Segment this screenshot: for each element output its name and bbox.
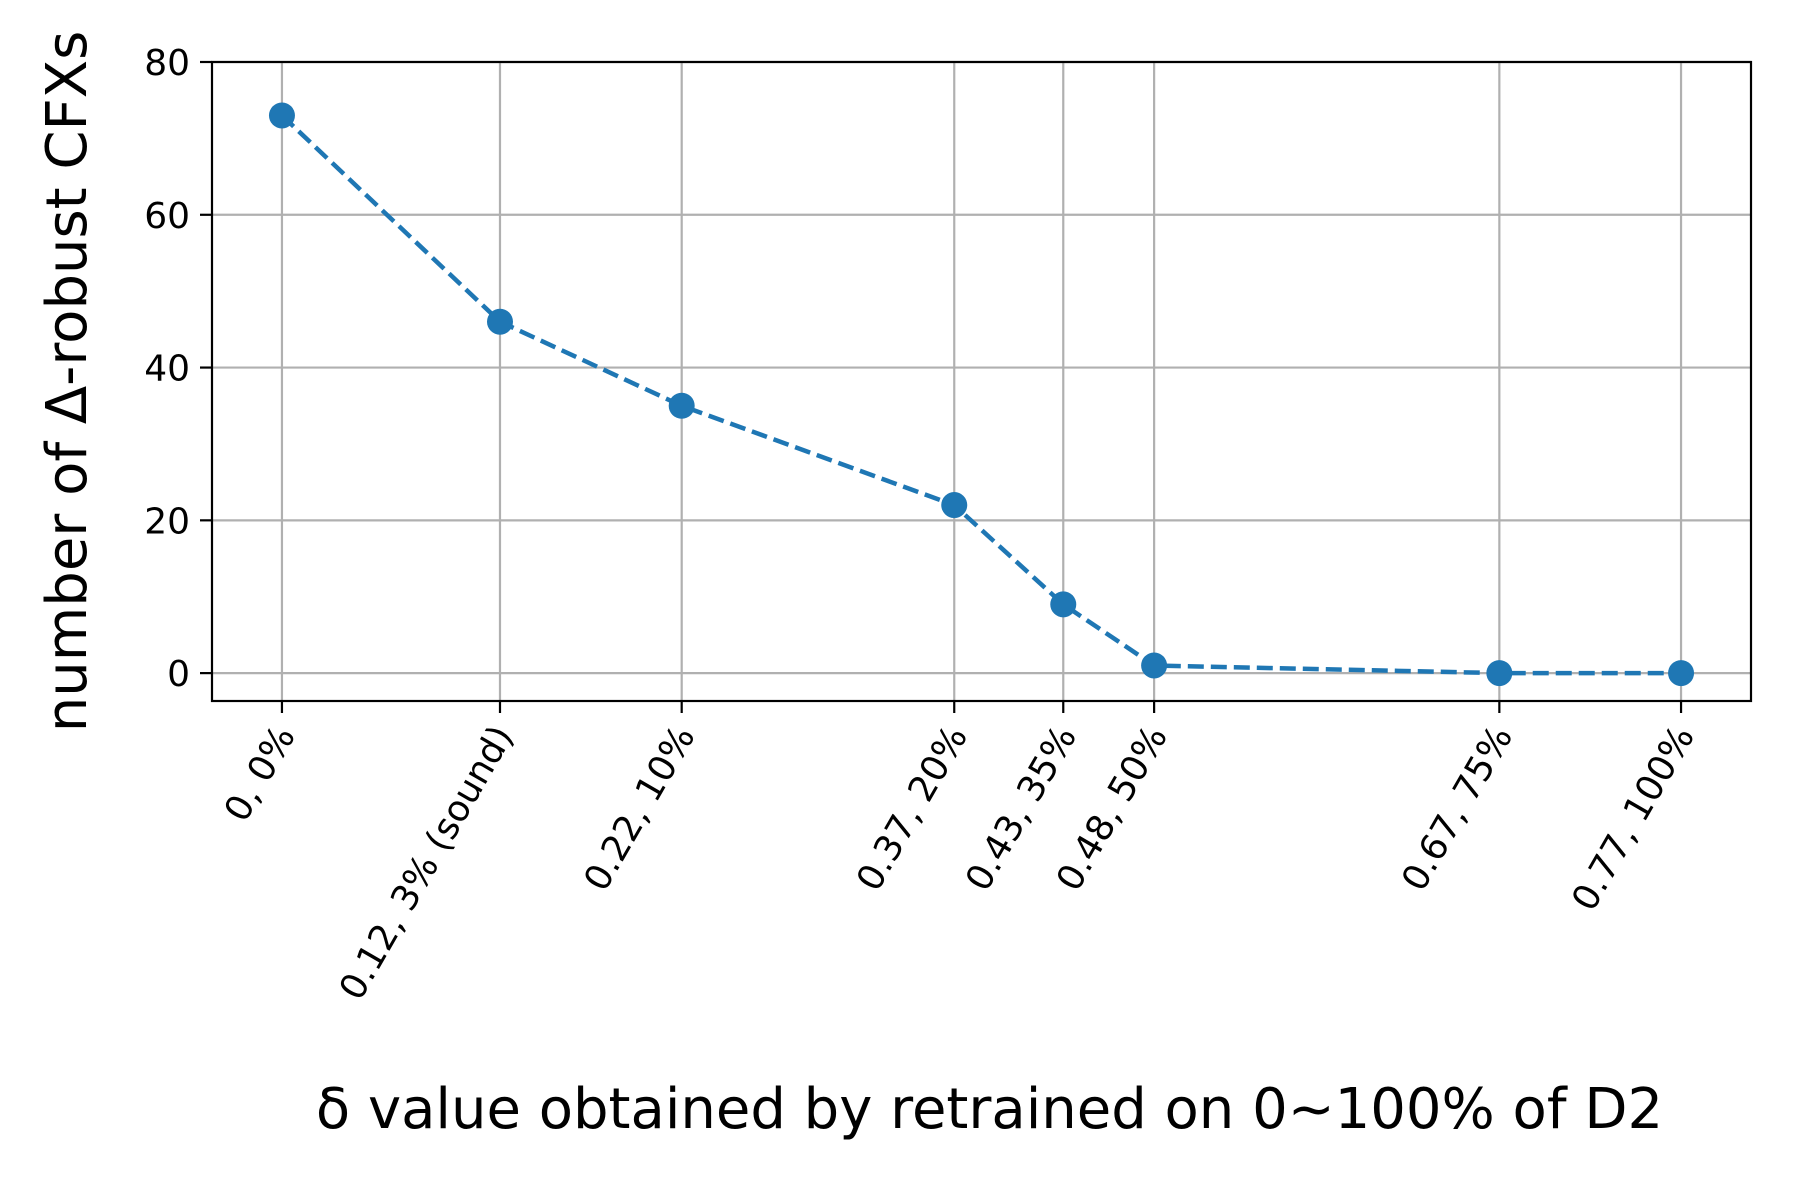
data-point [668, 392, 695, 419]
series-layer [268, 102, 1695, 687]
x-tick-label: 0.12, 3% (sound) [332, 719, 522, 1007]
x-axis-label: δ value obtained by retrained on 0~100% … [316, 1077, 1663, 1142]
grid-lines [212, 60, 1751, 701]
data-point [1668, 660, 1695, 687]
y-tick-label: 20 [144, 501, 190, 542]
series-line [280, 113, 1681, 676]
y-tick-label: 60 [144, 196, 190, 237]
data-point [268, 102, 295, 129]
x-tick-label: 0.67, 75% [1394, 719, 1521, 898]
plot-area-frame [210, 60, 1753, 703]
y-tick-label: 80 [144, 43, 190, 84]
axis-ticks: 0, 0% 0.12, 3% (sound) 0.22, 10% 0.37, 20% 0… [144, 43, 1703, 1007]
x-tick-label: 0.77, 100% [1564, 719, 1702, 918]
data-point [1050, 591, 1077, 618]
x-tick-label: 0, 0% [217, 719, 304, 829]
data-point [486, 308, 513, 335]
data-point [941, 492, 968, 519]
y-axis-label: number of Δ-robust CFXs [35, 31, 100, 733]
x-tick-label: 0.22, 10% [576, 719, 703, 898]
data-point [1141, 652, 1168, 679]
data-point [1486, 660, 1513, 687]
x-tick-label: 0.37, 20% [849, 719, 976, 898]
y-tick-label: 40 [144, 349, 190, 390]
y-tick-label: 0 [167, 654, 190, 695]
